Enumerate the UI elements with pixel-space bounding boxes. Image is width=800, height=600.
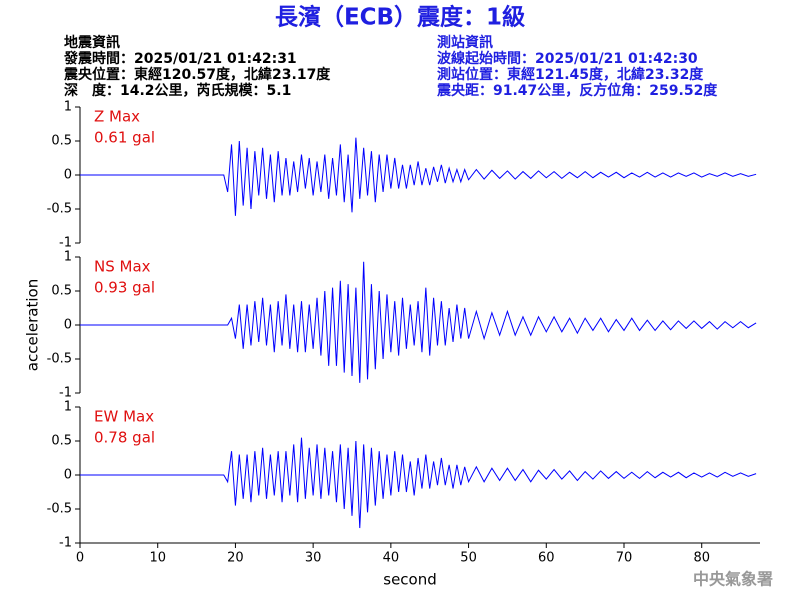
waveform xyxy=(80,137,757,216)
y-tick-label: -1 xyxy=(59,236,72,251)
max-annotation: 0.61 gal xyxy=(94,129,155,147)
quake-info: 地震資訊 xyxy=(64,34,120,51)
y-tick-label: 0.5 xyxy=(51,284,72,299)
max-annotation: 0.93 gal xyxy=(94,279,155,297)
y-tick-label: 0.5 xyxy=(51,434,72,449)
station-info: 測站資訊 xyxy=(437,34,493,51)
y-tick-label: 0 xyxy=(64,318,72,333)
x-tick-label: 20 xyxy=(227,551,244,566)
y-tick-label: -0.5 xyxy=(47,502,72,517)
footer-logo: 中央氣象署 xyxy=(693,570,773,589)
x-tick-label: 60 xyxy=(538,551,555,566)
x-tick-label: 30 xyxy=(305,551,322,566)
quake-info: 發震時間：2025/01/21 01:42:31 xyxy=(63,50,297,67)
x-tick-label: 0 xyxy=(76,551,84,566)
station-info: 測站位置：東經121.45度，北緯23.32度 xyxy=(437,66,704,83)
max-annotation: Z Max xyxy=(94,108,140,126)
station-info: 波線起始時間：2025/01/21 01:42:30 xyxy=(437,50,698,67)
y-tick-label: -0.5 xyxy=(47,352,72,367)
max-annotation: 0.78 gal xyxy=(94,429,155,447)
y-tick-label: 0 xyxy=(64,168,72,183)
y-tick-label: 1 xyxy=(64,250,72,265)
y-axis-label: acceleration xyxy=(24,279,42,371)
y-tick-label: -1 xyxy=(59,536,72,551)
quake-info: 深 度：14.2公里，芮氏規模：5.1 xyxy=(64,82,291,99)
y-tick-label: 0.5 xyxy=(51,134,72,149)
x-tick-label: 70 xyxy=(616,551,633,566)
y-tick-label: 0 xyxy=(64,468,72,483)
waveform xyxy=(80,437,757,529)
x-tick-label: 80 xyxy=(693,551,710,566)
max-annotation: EW Max xyxy=(94,408,154,426)
y-tick-label: 1 xyxy=(64,400,72,415)
x-tick-label: 10 xyxy=(149,551,166,566)
waveform xyxy=(80,261,757,383)
x-tick-label: 50 xyxy=(460,551,477,566)
x-axis-label: second xyxy=(383,571,437,589)
y-tick-label: -0.5 xyxy=(47,202,72,217)
y-tick-label: -1 xyxy=(59,386,72,401)
page-title: 長濱（ECB）震度：1級 xyxy=(275,4,525,31)
max-annotation: NS Max xyxy=(94,258,151,276)
station-info: 震央距：91.47公里，反方位角：259.52度 xyxy=(436,82,718,99)
y-tick-label: 1 xyxy=(64,100,72,115)
quake-info: 震央位置：東經120.57度，北緯23.17度 xyxy=(63,66,331,83)
x-tick-label: 40 xyxy=(383,551,400,566)
